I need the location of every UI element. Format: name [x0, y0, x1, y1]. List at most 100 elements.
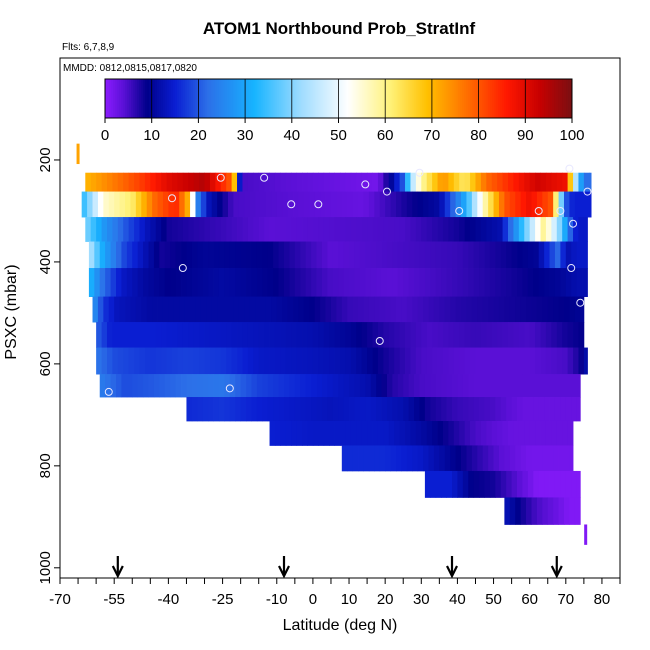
- heatmap-cell-0: [264, 172, 270, 192]
- heatmap-cell-5: [206, 296, 213, 323]
- heatmap-cell-2: [497, 217, 503, 242]
- heatmap-cell-12: [489, 470, 496, 498]
- heatmap-cell-7: [448, 347, 455, 375]
- heatmap-cell-6: [556, 322, 563, 348]
- heatmap-cell-7: [144, 347, 151, 375]
- heatmap-cell-6: [453, 322, 460, 348]
- heatmap-cell-7: [172, 347, 178, 375]
- x-axis: -70 -55 -40 -25 -10 0 10 20 30 40 50 60 70 80: [49, 578, 621, 608]
- heatmap-cell-2: [296, 217, 303, 242]
- heatmap-cell-6: [280, 322, 287, 348]
- heatmap-cell-6: [123, 322, 130, 348]
- heatmap-cell-8: [105, 374, 111, 398]
- heatmap-cell-2: [524, 217, 531, 242]
- heatmap-cell-4: [132, 268, 139, 297]
- heatmap-cell-5: [471, 296, 478, 323]
- heatmap-cell-12: [495, 470, 502, 498]
- heatmap-cell-2: [85, 217, 92, 242]
- colorbar-swatch: [526, 79, 529, 118]
- heatmap-cell-7: [421, 347, 428, 375]
- heatmap-cell-4: [489, 268, 496, 297]
- heatmap-cell-3: [554, 241, 561, 269]
- heatmap-cell-2: [101, 217, 108, 242]
- heatmap-cell-5: [368, 296, 375, 323]
- heatmap-cell-8: [576, 374, 581, 398]
- heatmap-cell-8: [132, 374, 139, 398]
- heatmap-cell-1: [423, 191, 429, 218]
- colorbar-swatch: [264, 79, 268, 118]
- heatmap-cell-9: [517, 397, 523, 422]
- colorbar-swatch: [158, 79, 162, 118]
- heatmap-cell-9: [251, 397, 258, 422]
- colorbar-swatch: [228, 79, 232, 118]
- heatmap-cell-8: [441, 374, 447, 398]
- heatmap-cell-0: [361, 172, 368, 192]
- heatmap-cell-8: [549, 374, 556, 398]
- heatmap-cell-3: [153, 241, 160, 269]
- heatmap-cell-7: [573, 347, 579, 375]
- heatmap-cell-9: [218, 397, 225, 422]
- heatmap-cell-3: [419, 241, 426, 269]
- heatmap-cell-0: [350, 172, 357, 192]
- heatmap-cell-3: [224, 241, 231, 269]
- heatmap-cell-7: [247, 347, 254, 375]
- heatmap-cell-3: [294, 241, 301, 269]
- heatmap-cell-6: [226, 322, 233, 348]
- heatmap-cell-12: [468, 470, 475, 498]
- heatmap-cell-9: [208, 397, 214, 422]
- heatmap-cell-5: [341, 296, 348, 323]
- heatmap-cell-10: [356, 420, 363, 446]
- heatmap-cell-2: [508, 217, 514, 242]
- heatmap-cell-6: [296, 322, 303, 348]
- heatmap-cell-8: [397, 374, 404, 398]
- colorbar-swatch: [544, 79, 547, 118]
- colorbar-swatch: [540, 79, 543, 118]
- heatmap-cell-6: [96, 322, 102, 348]
- heatmap-cell-3: [235, 241, 242, 269]
- colorbar-swatch: [112, 79, 116, 118]
- heatmap-cell-2: [345, 217, 352, 242]
- heatmap-cell-0: [394, 172, 401, 192]
- heatmap-cell-7: [274, 347, 281, 375]
- heatmap-cell-9: [506, 397, 513, 422]
- heatmap-cell-3: [105, 241, 111, 269]
- heatmap-cell-8: [446, 374, 453, 398]
- heatmap-cell-8: [462, 374, 469, 398]
- heatmap-cell-7: [356, 347, 363, 375]
- heatmap-cell-0: [188, 172, 195, 192]
- heatmap-cell-1: [238, 191, 245, 218]
- heatmap-cell-8: [170, 374, 177, 398]
- colorbar-swatch: [107, 79, 110, 118]
- colorbar-swatch: [202, 79, 206, 118]
- colorbar-swatch: [370, 79, 373, 118]
- heatmap-cell-9: [462, 397, 469, 422]
- x-tick-label: 70: [557, 591, 574, 608]
- colorbar-swatch: [178, 79, 182, 118]
- colorbar-swatch: [168, 79, 172, 118]
- heatmap-cell-0: [253, 172, 260, 192]
- heatmap-cell-0: [340, 172, 346, 192]
- heatmap-cell-7: [442, 347, 449, 375]
- heatmap-cell-1: [228, 191, 234, 218]
- heatmap-cell-10: [329, 420, 335, 446]
- colorbar-swatch: [342, 79, 345, 118]
- heatmap-cell-7: [350, 347, 357, 375]
- heatmap-cell-3: [506, 241, 513, 269]
- heatmap-cell-9: [397, 397, 404, 422]
- heatmap-cell-7: [193, 347, 200, 375]
- heatmap-cell-5: [200, 296, 207, 323]
- heatmap-cell-6: [312, 322, 319, 348]
- heatmap-cell-11: [531, 445, 538, 472]
- heatmap-cell-3: [132, 241, 139, 269]
- heatmap-cell-12: [473, 470, 480, 498]
- heatmap-cell-8: [419, 374, 426, 398]
- colorbar-swatch: [416, 79, 419, 118]
- heatmap-cell-3: [527, 241, 534, 269]
- heatmap-cell-9: [256, 397, 263, 422]
- heatmap-cell-3: [517, 241, 523, 269]
- colorbar-swatch: [204, 79, 208, 118]
- heatmap-cell-8: [522, 374, 529, 398]
- heatmap-cell-6: [199, 322, 205, 348]
- heatmap-cell-3: [316, 241, 323, 269]
- heatmap-cell-3: [479, 241, 485, 269]
